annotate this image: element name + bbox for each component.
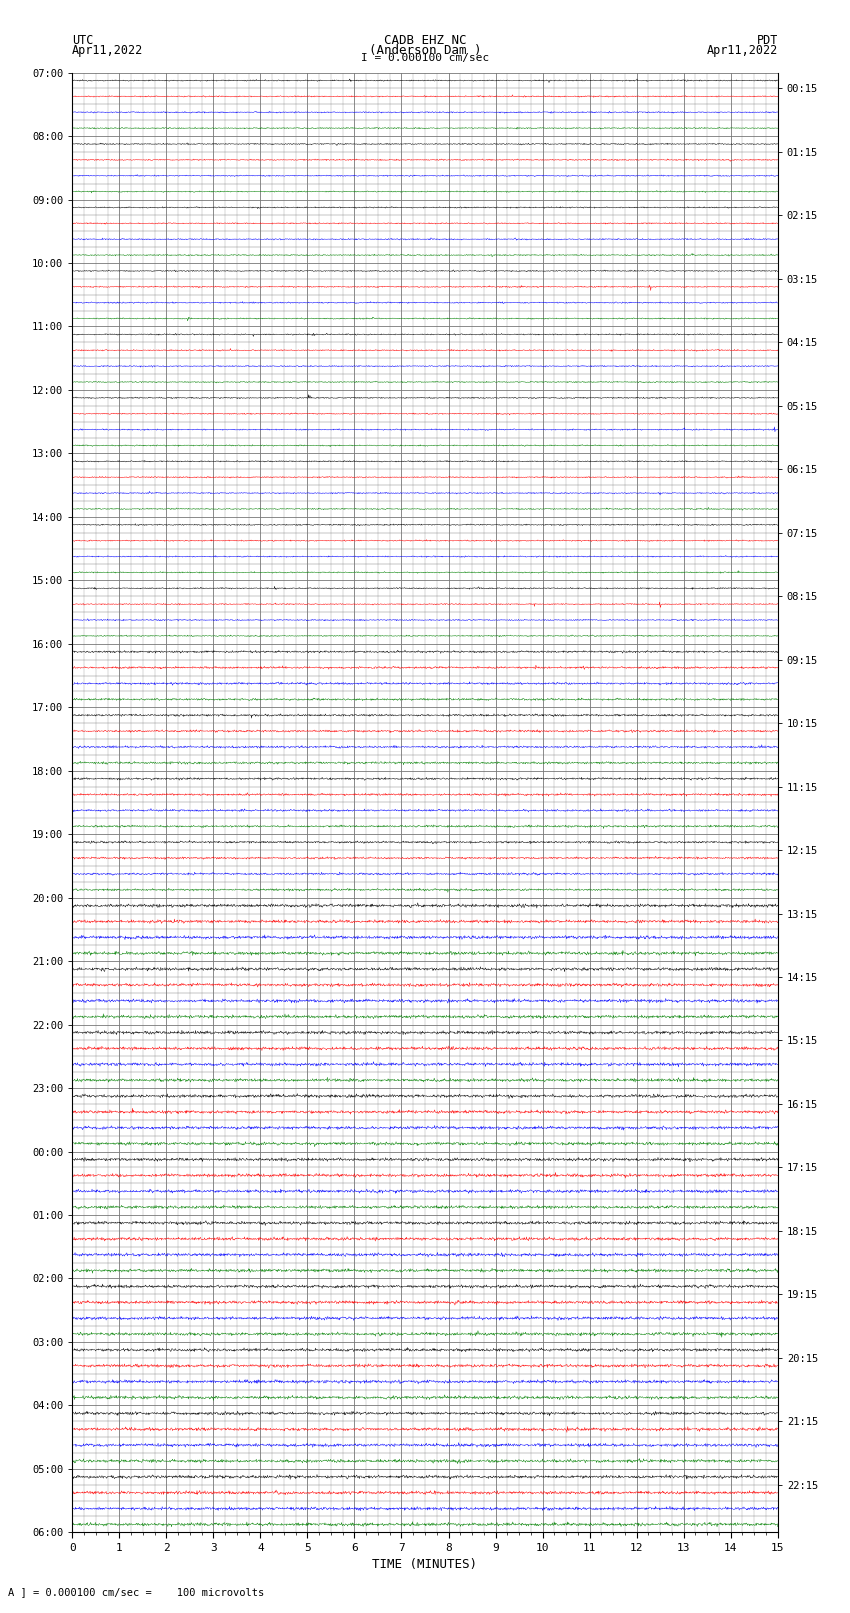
- Text: Apr11,2022: Apr11,2022: [72, 44, 144, 56]
- Text: A ] = 0.000100 cm/sec =    100 microvolts: A ] = 0.000100 cm/sec = 100 microvolts: [8, 1587, 264, 1597]
- Text: CADB EHZ NC: CADB EHZ NC: [383, 34, 467, 47]
- Text: PDT: PDT: [756, 34, 778, 47]
- Text: I = 0.000100 cm/sec: I = 0.000100 cm/sec: [361, 53, 489, 63]
- Text: Apr11,2022: Apr11,2022: [706, 44, 778, 56]
- X-axis label: TIME (MINUTES): TIME (MINUTES): [372, 1558, 478, 1571]
- Text: (Anderson Dam ): (Anderson Dam ): [369, 44, 481, 56]
- Text: UTC: UTC: [72, 34, 94, 47]
